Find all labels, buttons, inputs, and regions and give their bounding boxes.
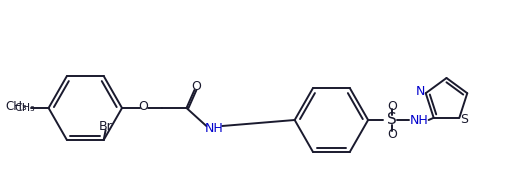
Text: O: O [191,80,201,93]
Text: NH: NH [205,122,224,135]
Text: NH: NH [410,113,428,126]
Text: N: N [416,85,425,98]
Text: O: O [138,100,148,113]
Text: S: S [387,113,397,127]
Text: O: O [387,100,397,113]
Text: CH₃: CH₃ [14,103,35,113]
Text: O: O [387,127,397,140]
Text: Br: Br [99,120,113,133]
Text: CH₃: CH₃ [5,100,27,113]
Text: S: S [460,113,468,126]
